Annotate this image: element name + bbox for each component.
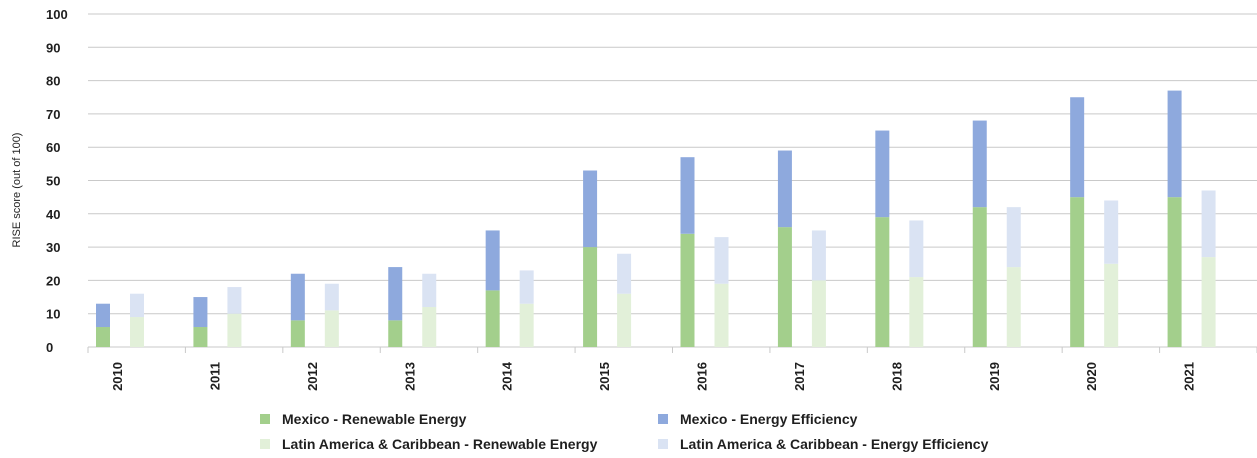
bar-mexico-renewable-2013 bbox=[388, 320, 403, 347]
bar-mexico-renewable-2021 bbox=[1167, 197, 1182, 347]
legend-item-mexico-renewable: Mexico - Renewable Energy bbox=[260, 408, 466, 430]
bar-mexico-renewable-2016 bbox=[680, 233, 695, 347]
y-tick-label-20: 20 bbox=[46, 273, 60, 288]
y-tick-label-90: 90 bbox=[46, 40, 60, 55]
bar-mexico-efficiency-2013 bbox=[388, 267, 403, 321]
bar-mexico-efficiency-2020 bbox=[1070, 97, 1085, 198]
bar-layer bbox=[96, 90, 1216, 347]
legend-label-lac-efficiency: Latin America & Caribbean - Energy Effic… bbox=[680, 436, 989, 452]
rise-score-chart: 0 10 20 30 40 50 60 70 80 90 100 2010 2011 2012 2013 20… bbox=[11, 7, 1257, 391]
x-tick-label-2021: 2021 bbox=[1182, 362, 1197, 391]
bar-mexico-efficiency-2019 bbox=[972, 120, 987, 208]
x-tick-label-2017: 2017 bbox=[792, 362, 807, 391]
bar-mexico-efficiency-2011 bbox=[193, 297, 208, 328]
x-tick-label-2012: 2012 bbox=[305, 362, 320, 391]
x-tick-label-2019: 2019 bbox=[987, 362, 1002, 391]
bar-mexico-efficiency-2012 bbox=[290, 273, 305, 321]
x-tick-label-2010: 2010 bbox=[110, 362, 125, 391]
bar-mexico-renewable-2011 bbox=[193, 327, 208, 347]
bar-mexico-renewable-2020 bbox=[1070, 197, 1085, 347]
legend-swatch-mexico-efficiency bbox=[658, 414, 668, 424]
x-tick-label-2015: 2015 bbox=[597, 362, 612, 391]
x-tick-label-2016: 2016 bbox=[695, 362, 710, 391]
bar-mexico-efficiency-2016 bbox=[680, 157, 695, 234]
bar-latin-america-caribbean-efficiency-2013 bbox=[422, 273, 437, 308]
legend-swatch-mexico-renewable bbox=[260, 414, 270, 424]
bar-mexico-renewable-2014 bbox=[485, 290, 500, 347]
bar-mexico-renewable-2019 bbox=[972, 207, 987, 347]
bar-latin-america-caribbean-efficiency-2020 bbox=[1104, 200, 1119, 264]
bar-latin-america-caribbean-efficiency-2012 bbox=[324, 283, 339, 311]
bar-mexico-efficiency-2014 bbox=[485, 230, 500, 291]
y-tick-label-40: 40 bbox=[46, 207, 60, 222]
legend-label-mexico-efficiency: Mexico - Energy Efficiency bbox=[680, 411, 858, 427]
y-axis-title: RISE score (out of 100) bbox=[11, 133, 23, 248]
y-tick-label-50: 50 bbox=[46, 174, 60, 189]
legend-item-lac-efficiency: Latin America & Caribbean - Energy Effic… bbox=[658, 433, 988, 455]
x-tick-label-2013: 2013 bbox=[402, 362, 417, 391]
bar-latin-america-caribbean-renewable-2010 bbox=[130, 317, 144, 347]
bar-latin-america-caribbean-renewable-2019 bbox=[1006, 267, 1021, 347]
x-tick-label-2014: 2014 bbox=[500, 361, 515, 391]
legend-label-lac-renewable: Latin America & Caribbean - Renewable En… bbox=[282, 436, 598, 452]
bar-latin-america-caribbean-renewable-2015 bbox=[617, 293, 632, 347]
bar-latin-america-caribbean-renewable-2016 bbox=[714, 283, 729, 347]
bar-latin-america-caribbean-efficiency-2014 bbox=[519, 270, 534, 304]
y-tick-label-30: 30 bbox=[46, 240, 60, 255]
bar-latin-america-caribbean-renewable-2021 bbox=[1201, 257, 1216, 347]
bar-mexico-renewable-2012 bbox=[290, 320, 305, 347]
legend-swatch-lac-efficiency bbox=[658, 439, 668, 449]
bar-latin-america-caribbean-efficiency-2019 bbox=[1006, 207, 1021, 268]
bar-latin-america-caribbean-renewable-2018 bbox=[909, 277, 924, 347]
legend-item-mexico-efficiency: Mexico - Energy Efficiency bbox=[658, 408, 857, 430]
bar-latin-america-caribbean-efficiency-2015 bbox=[617, 253, 632, 294]
bar-mexico-renewable-2017 bbox=[777, 227, 792, 347]
bar-latin-america-caribbean-renewable-2012 bbox=[324, 310, 339, 347]
x-tick-label-2018: 2018 bbox=[889, 362, 904, 391]
bar-latin-america-caribbean-efficiency-2016 bbox=[714, 237, 729, 284]
bar-mexico-renewable-2010 bbox=[96, 327, 110, 347]
bar-mexico-efficiency-2017 bbox=[777, 150, 792, 228]
bar-latin-america-caribbean-renewable-2017 bbox=[811, 280, 826, 347]
bar-latin-america-caribbean-renewable-2014 bbox=[519, 303, 534, 347]
y-tick-label-10: 10 bbox=[46, 307, 60, 322]
label-layer: 0 10 20 30 40 50 60 70 80 90 100 2010 2011 2012 2013 20… bbox=[46, 7, 1197, 391]
legend-label-mexico-renewable: Mexico - Renewable Energy bbox=[282, 411, 467, 427]
y-tick-label-100: 100 bbox=[46, 7, 68, 22]
bar-mexico-efficiency-2018 bbox=[875, 130, 890, 218]
bar-mexico-renewable-2015 bbox=[583, 247, 598, 347]
bar-latin-america-caribbean-efficiency-2010 bbox=[130, 293, 144, 318]
y-tick-label-0: 0 bbox=[46, 340, 53, 355]
bar-latin-america-caribbean-efficiency-2018 bbox=[909, 220, 924, 278]
x-tick-label-2020: 2020 bbox=[1084, 362, 1099, 391]
bar-mexico-efficiency-2010 bbox=[96, 303, 110, 328]
legend-item-lac-renewable: Latin America & Caribbean - Renewable En… bbox=[260, 433, 597, 455]
bar-latin-america-caribbean-renewable-2013 bbox=[422, 307, 437, 347]
bar-latin-america-caribbean-efficiency-2011 bbox=[227, 287, 242, 314]
legend: Mexico - Renewable Energy Mexico - Energ… bbox=[260, 408, 1040, 456]
bar-latin-america-caribbean-renewable-2020 bbox=[1104, 263, 1119, 347]
grid-layer bbox=[87, 13, 1257, 353]
y-tick-label-60: 60 bbox=[46, 140, 60, 155]
bar-mexico-efficiency-2021 bbox=[1167, 90, 1182, 198]
bar-latin-america-caribbean-efficiency-2017 bbox=[811, 230, 826, 281]
y-tick-label-80: 80 bbox=[46, 74, 60, 89]
y-tick-label-70: 70 bbox=[46, 107, 60, 122]
legend-swatch-lac-renewable bbox=[260, 439, 270, 449]
bar-mexico-renewable-2018 bbox=[875, 217, 890, 347]
x-tick-label-2011: 2011 bbox=[207, 362, 222, 390]
bar-mexico-efficiency-2015 bbox=[583, 170, 598, 248]
bar-latin-america-caribbean-renewable-2011 bbox=[227, 313, 242, 347]
bar-latin-america-caribbean-efficiency-2021 bbox=[1201, 190, 1216, 258]
